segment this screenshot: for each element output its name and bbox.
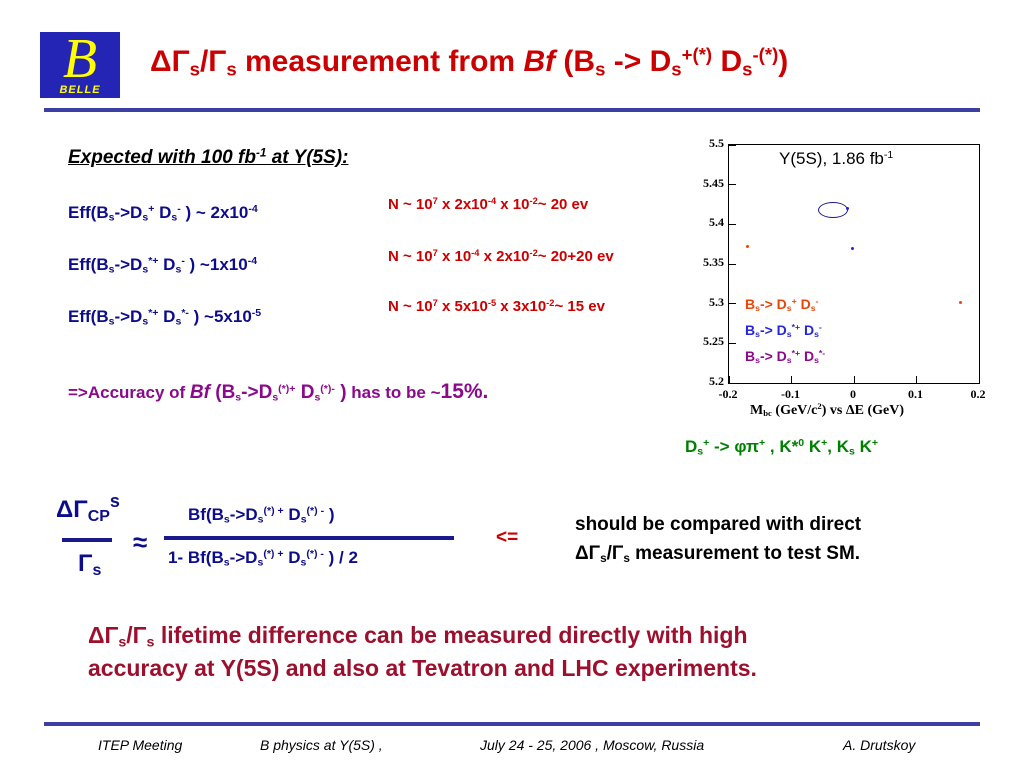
data-point (850, 246, 854, 250)
y-tick (729, 303, 736, 305)
y-tick-label: 5.3 (709, 294, 724, 309)
events-line-1: N ~ 107 x 2x10-4 x 10-2~ 20 ev (388, 195, 589, 213)
footer-topic: B physics at Y(5S) , (260, 737, 383, 753)
footer-meeting: ITEP Meeting (98, 737, 183, 753)
y-tick-label: 5.25 (703, 334, 724, 349)
data-point (846, 206, 850, 210)
title-sub: s (595, 58, 606, 80)
x-tick (978, 376, 980, 383)
compare-line-2: ΔΓs/Γs measurement to test SM. (575, 543, 861, 565)
plot-title: Y(5S), 1.86 fb-1 (779, 149, 894, 168)
title-sub: s (671, 58, 682, 80)
x-tick-label: 0 (850, 387, 856, 401)
y-tick-label: 5.2 (709, 374, 724, 388)
y-tick (729, 263, 736, 265)
expected-heading: Expected with 100 fb-1 at Y(5S): (68, 147, 348, 169)
formula-fraction-bar (164, 536, 454, 540)
accuracy-line: =>Accuracy of Bf (Bs->Ds(*)+ Ds(*)- ) ha… (68, 380, 489, 404)
x-tick (728, 376, 730, 383)
title-sup: +(*) (681, 43, 713, 65)
compare-line-1: should be compared with direct (575, 514, 862, 535)
eff-line-2: Eff(Bs->Ds*+ Ds- ) ~1x10-4 (68, 255, 258, 276)
decay-modes: Ds+ -> φπ+ , K*0 K+, Ks K+ (685, 437, 879, 458)
circled-event-marker (818, 202, 848, 218)
title-part: D (712, 45, 743, 78)
scatter-plot-frame: Y(5S), 1.86 fb-1 Bs-> Ds+ Ds- Bs-> Ds*+ … (728, 144, 980, 384)
x-tick-label: -0.2 (718, 387, 738, 401)
approx-sign: ≈ (133, 527, 148, 557)
footer-date: July 24 - 25, 2006 , Moscow, Russia (480, 737, 705, 753)
slide-title: ΔΓs/Γs measurement from Bf (Bs -> Ds+(*)… (150, 45, 788, 79)
title-sub: s (742, 58, 753, 80)
y-tick-label: 5.35 (703, 255, 724, 269)
data-point (746, 245, 750, 249)
formula-denominator: Γs (78, 550, 102, 579)
belle-logo: B BELLE (40, 28, 120, 98)
title-sub: s (189, 58, 200, 80)
title-rule (44, 108, 980, 112)
x-tick (791, 376, 792, 383)
title-delta-gamma: ΔΓ (150, 45, 190, 78)
title-part: (B (555, 45, 596, 78)
footer-rule (44, 722, 980, 726)
legend-entry: Bs-> Ds+ Ds- (745, 296, 819, 314)
y-tick (729, 184, 736, 186)
title-sup: -(*) (752, 43, 779, 65)
y-tick (729, 342, 736, 344)
expected-text: at Y(5S): (266, 147, 349, 168)
formula-bottom: 1- Bf(Bs->Ds(*) + Ds(*) - ) / 2 (168, 548, 358, 569)
y-tick (729, 382, 736, 384)
legend-entry: Bs-> Ds*+ Ds*- (745, 348, 826, 366)
x-tick (853, 376, 855, 383)
belle-logo-text: BELLE (59, 84, 101, 96)
events-line-2: N ~ 107 x 10-4 x 2x10-2~ 20+20 ev (388, 247, 614, 265)
y-tick-label: 5.5 (709, 136, 724, 150)
data-point (958, 300, 962, 304)
x-axis-label: Mbc (GeV/c2) vs ΔE (GeV) (750, 401, 904, 419)
y-tick (729, 144, 736, 146)
footer-author: A. Drutskoy (843, 737, 916, 753)
title-bf: Bf (523, 45, 556, 78)
x-tick-label: 0.1 (908, 387, 923, 401)
y-tick (729, 223, 736, 225)
title-part: ) (778, 45, 789, 78)
title-slash: /Γ (199, 45, 227, 78)
x-tick-label: 0.2 (970, 387, 986, 401)
eff-line-1: Eff(Bs->Ds+ Ds- ) ~ 2x10-4 (68, 203, 258, 224)
conclusion-line-1: ΔΓs/Γs lifetime difference can be measur… (88, 622, 748, 651)
title-main: measurement from (236, 45, 524, 78)
legend-entry: Bs-> Ds*+ Ds- (745, 322, 822, 340)
eff-line-3: Eff(Bs->Ds*+ Ds*- ) ~5x10-5 (68, 307, 262, 328)
formula-numerator: ΔΓCPs (56, 491, 120, 525)
formula-fraction-bar (62, 538, 112, 542)
y-tick-label: 5.4 (709, 215, 724, 230)
arrow-left: <= (496, 527, 519, 548)
y-tick-label: 5.45 (703, 175, 724, 190)
formula-top: Bf(Bs->Ds(*) + Ds(*) - ) (188, 505, 335, 526)
x-tick (916, 376, 917, 383)
title-sub: s (226, 58, 237, 80)
expected-text: Expected with 100 fb (68, 147, 256, 168)
belle-logo-glyph: B (62, 28, 98, 90)
x-tick-label: -0.1 (781, 387, 800, 401)
title-part: -> D (605, 45, 672, 78)
events-line-3: N ~ 107 x 5x10-5 x 3x10-2~ 15 ev (388, 297, 605, 315)
expected-sup: -1 (255, 146, 267, 160)
conclusion-line-2: accuracy at Y(5S) and also at Tevatron a… (88, 655, 757, 681)
